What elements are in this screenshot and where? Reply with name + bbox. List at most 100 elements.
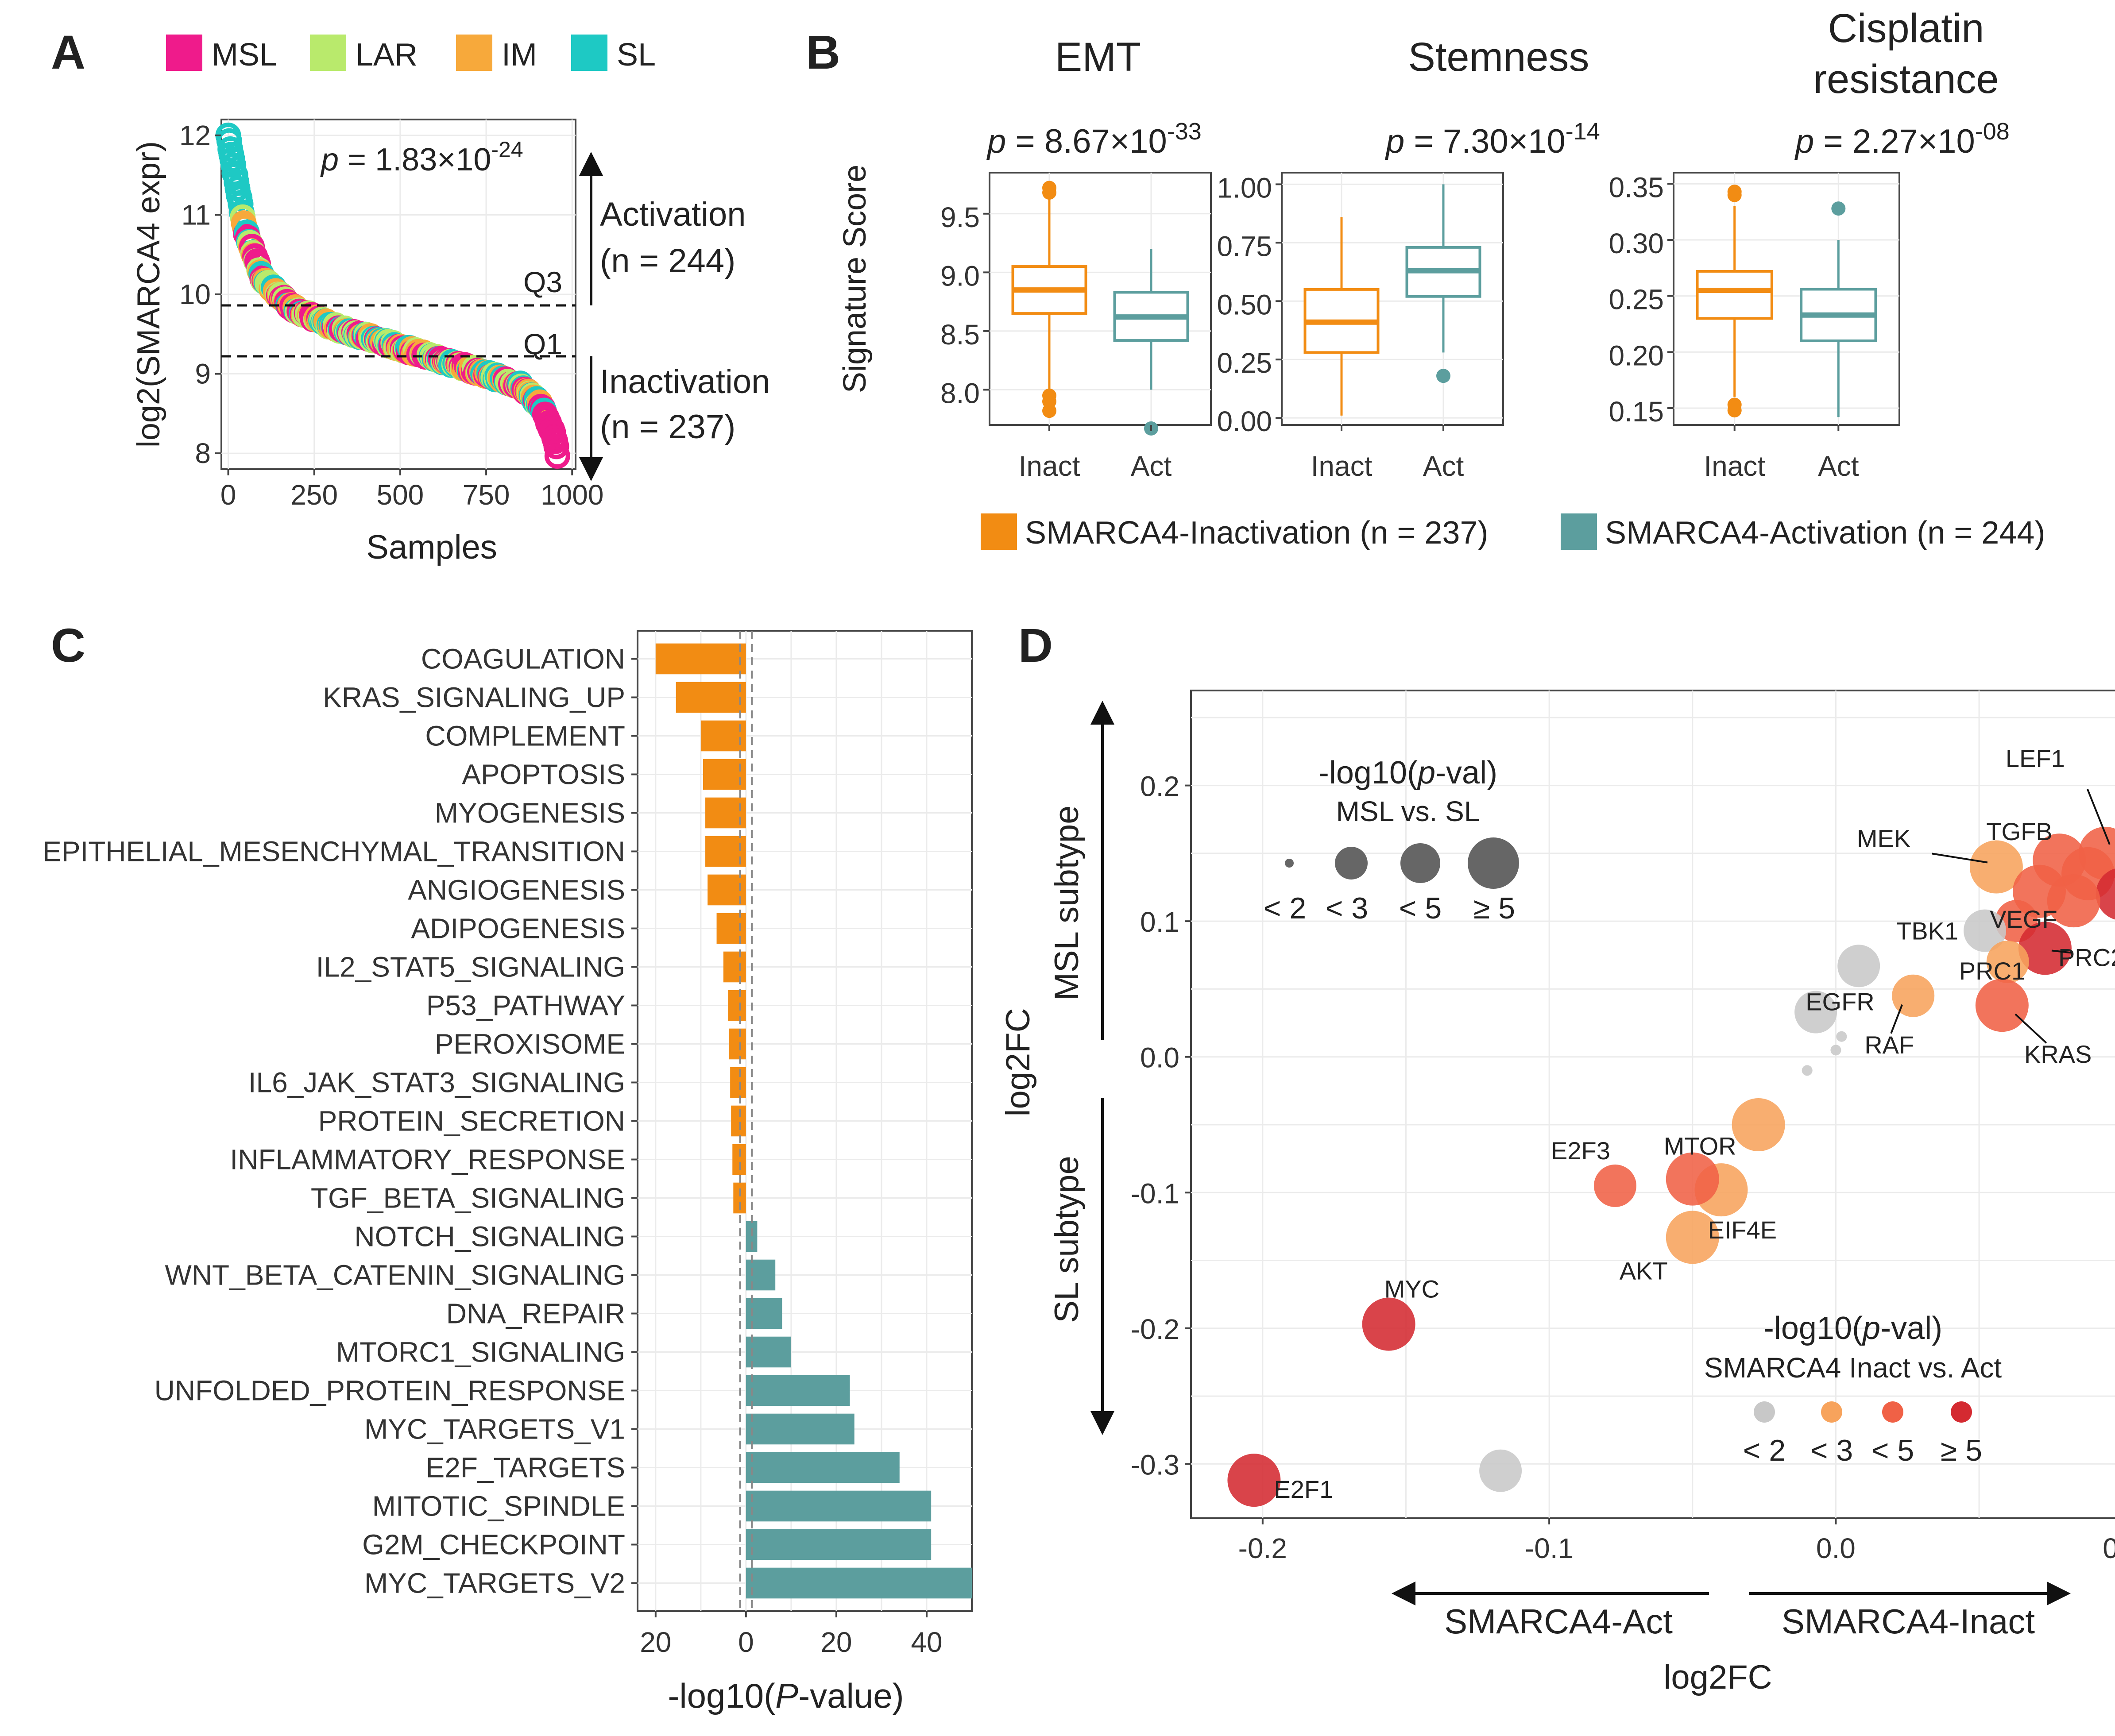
p-value-emt-exp: -33 <box>1167 118 1202 145</box>
bar-apoptosis <box>703 759 746 790</box>
tick-label-a-x-1000: 1000 <box>541 479 603 511</box>
tick-label-d-y-0-2: 0.2 <box>1140 771 1179 802</box>
size-legend-title-post: -val) <box>1435 755 1497 791</box>
subplot-b-1: 8.0 8.5 9.0 9.5 Inact Act <box>940 172 1212 482</box>
point-mtor <box>1666 1152 1719 1206</box>
size-legend-key-2 <box>1335 847 1368 880</box>
legend-b-act-spacer <box>1908 515 1917 551</box>
category-label-myc-targets-v2: MYC_TARGETS_V2 <box>364 1567 625 1599</box>
tick-label-d-x-0-2: -0.2 <box>1238 1532 1287 1564</box>
box-inact <box>1696 270 1773 320</box>
color-legend-label-2: < 3 <box>1810 1434 1853 1467</box>
tick-label-d-x-0-1: 0.1 <box>2103 1532 2115 1564</box>
smarca4-inact-label: SMARCA4-Inact <box>1782 1602 2035 1641</box>
leader-prc2-ezh2 <box>2051 949 2072 954</box>
title-stemness: Stemness <box>1408 35 1589 80</box>
activation-n: (n = 244) <box>600 242 735 280</box>
label-kras: KRAS <box>2024 1040 2092 1068</box>
p-value-cisplatin-p: p <box>1794 123 1814 160</box>
smarca4-act-label: SMARCA4-Act <box>1444 1602 1673 1641</box>
p-value-stemness-exp: -14 <box>1566 118 1600 145</box>
p-value-cisplatin-eq: = 2.27 <box>1814 123 1918 160</box>
p-value-stemness-base: 10 <box>1528 123 1566 160</box>
p-value-cisplatin-times: × <box>1918 123 1937 160</box>
tick-label-b-3-y-0: 0.15 <box>1608 396 1664 428</box>
category-label-tgf-beta-signaling: TGF_BETA_SIGNALING <box>311 1182 625 1214</box>
tick-label-a-y-11: 11 <box>182 199 211 231</box>
size-legend-label-4: ≥ 5 <box>1473 891 1515 925</box>
tick-label-d-x-0-0: 0.0 <box>1816 1532 1856 1564</box>
bar-e2f-targets <box>746 1452 900 1483</box>
category-label-g2m-checkpoint: G2M_CHECKPOINT <box>362 1529 625 1561</box>
legend-a-label-msl: MSL <box>212 37 277 73</box>
subplot-b-2: 0.00 0.25 0.50 0.75 1.00 Inact Act <box>1217 172 1504 482</box>
tick-label-b-1-x-act: Act <box>1131 450 1172 482</box>
color-legend-subtitle: SMARCA4 Inact vs. Act <box>1704 1352 2002 1384</box>
bar-mitotic-spindle <box>746 1490 932 1522</box>
point-prc1 <box>1986 941 2029 984</box>
point-kras <box>1975 979 2029 1032</box>
color-legend-key-1 <box>1754 1401 1775 1423</box>
leader-raf <box>1890 1004 1903 1034</box>
size-legend-key-3 <box>1400 843 1440 883</box>
outlier-act-0 <box>1436 369 1450 383</box>
p-value-emt-times: × <box>1110 123 1129 160</box>
tick-label-a-x-750: 750 <box>463 479 510 511</box>
label-myc: MYC <box>1384 1275 1439 1303</box>
tick-label-b-3-x-inact: Inact <box>1704 450 1765 482</box>
label-prc1: PRC1 <box>1959 957 2025 985</box>
outlier-inact-1 <box>1042 181 1056 195</box>
bar-myc-targets-v1 <box>746 1413 855 1445</box>
inactivation-n: (n = 237) <box>600 408 735 446</box>
sample-point <box>544 443 570 469</box>
legend-b-inact-name: SMARCA4-Inactivation <box>1025 515 1351 551</box>
size-legend-title-italic: p <box>1417 755 1435 791</box>
legend-a-label-im: IM <box>502 37 537 73</box>
tick-label-c-x--20: 20 <box>640 1626 671 1658</box>
bar-inflammatory-response <box>732 1144 746 1175</box>
tick-label-d-y-0-0: 0.0 <box>1140 1042 1179 1074</box>
p-value-stemness-times: × <box>1508 123 1528 160</box>
color-legend-title-post: -val) <box>1880 1311 1942 1346</box>
size-legend-label-3: < 5 <box>1399 891 1442 925</box>
label-e2f1: E2F1 <box>1274 1475 1333 1503</box>
color-legend-label-1: < 2 <box>1743 1434 1786 1467</box>
outlier-inact-4 <box>1042 404 1056 418</box>
p-value-a: p = 1.83×10-24 <box>320 137 523 177</box>
p-value-cisplatin-base: 10 <box>1937 123 1975 160</box>
bar-g2m-checkpoint <box>746 1529 932 1560</box>
p-value-emt: p = 8.67×10-33 <box>986 118 1202 160</box>
panel-a-label: A <box>51 25 85 79</box>
leader-mek <box>1932 853 1988 864</box>
size-legend-label-2: < 3 <box>1326 891 1368 925</box>
activation-label: Activation <box>600 196 746 233</box>
x-axis-label-c-italic: P <box>775 1676 798 1715</box>
tick-label-b-3-y-3: 0.30 <box>1608 228 1664 259</box>
outlier-inact-3 <box>1727 403 1742 418</box>
point-unlabeled-18 <box>1836 1031 1847 1042</box>
p-value-emt-p: p <box>986 123 1006 160</box>
panel-b: B EMT Stemness Cisplatin resistance p = … <box>806 6 2045 551</box>
tick-label-b-2-y-1: 0.25 <box>1217 347 1272 379</box>
tick-label-d-y-0-3: -0.3 <box>1131 1449 1179 1481</box>
q3-label: Q3 <box>523 266 562 298</box>
tick-label-c-x-0: 0 <box>738 1626 754 1658</box>
tick-label-d-y-0-1: 0.1 <box>1140 906 1179 938</box>
x-axis-label-c: -log10(P-value) <box>668 1676 904 1715</box>
size-legend-subtitle: MSL vs. SL <box>1336 795 1480 827</box>
label-egfr: EGFR <box>1806 988 1875 1015</box>
panel-d-label: D <box>1018 618 1053 672</box>
label-tgfb: TGFB <box>1986 818 2052 845</box>
legend-b-inact-spacer <box>1351 515 1360 551</box>
bar-myogenesis <box>705 797 746 829</box>
subplot-b-3: 0.15 0.20 0.25 0.30 0.35 Inact Act <box>1608 171 1900 482</box>
label-raf: RAF <box>1864 1031 1914 1059</box>
bar-myc-targets-v2 <box>746 1567 972 1599</box>
sample-point <box>543 433 569 459</box>
color-legend-key-3 <box>1882 1401 1903 1423</box>
p-value-emt-eq: = 8.67 <box>1006 123 1110 160</box>
bar-p53-pathway <box>728 990 746 1021</box>
tick-label-d-y-0-1: -0.1 <box>1131 1177 1179 1209</box>
color-legend-label-4: ≥ 5 <box>1941 1434 1982 1467</box>
tick-label-c-x-40: 40 <box>911 1626 942 1658</box>
